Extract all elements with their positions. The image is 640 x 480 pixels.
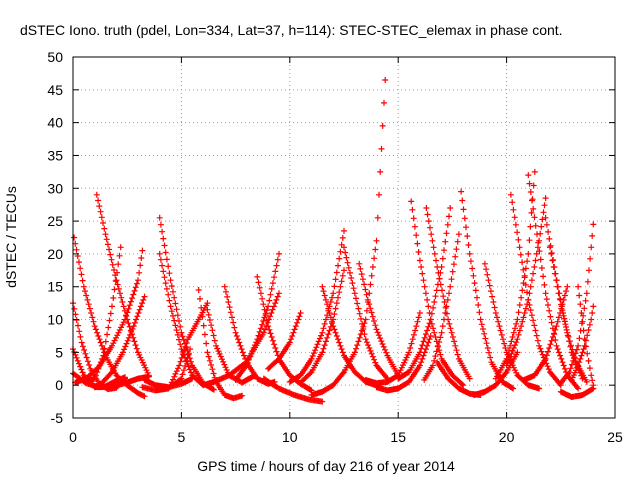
y-tick-label: 35: [47, 147, 63, 163]
series-6: [93, 191, 152, 379]
series-24: [297, 267, 347, 386]
series-32: [395, 205, 454, 382]
series-28: [362, 310, 423, 387]
y-tick-label: 10: [47, 312, 63, 328]
series-markers: [308, 77, 389, 398]
y-tick-label: 15: [47, 279, 63, 295]
series-markers: [265, 310, 304, 372]
axis-ticks: 0 5 10 15 20 25 -5 0 5 10 15 20 25 30 35 40 45 50: [47, 49, 623, 445]
series-markers: [421, 231, 462, 383]
x-tick-label: 15: [390, 429, 406, 445]
series-markers: [72, 247, 146, 386]
series-26: [341, 244, 391, 382]
series-markers: [362, 310, 423, 387]
series-markers: [395, 205, 454, 382]
series-markers: [260, 375, 326, 405]
y-tick-label: 30: [47, 180, 63, 196]
x-tick-label: 0: [69, 429, 77, 445]
series-33: [421, 231, 462, 383]
y-axis-label: dSTEC / TECUs: [3, 186, 19, 288]
series-14: [195, 287, 246, 402]
series-29: [373, 333, 434, 394]
series-markers: [286, 227, 347, 385]
series-markers: [93, 191, 152, 379]
series-21: [260, 375, 326, 405]
series-8: [98, 293, 148, 387]
series-markers: [458, 188, 517, 392]
y-tick-label: 45: [47, 82, 63, 98]
series-7: [83, 244, 124, 385]
series-markers: [492, 168, 538, 382]
series-markers: [408, 198, 467, 389]
y-tick-label: 20: [47, 246, 63, 262]
series-34: [458, 188, 517, 392]
series-23: [286, 227, 347, 385]
chart-title: dSTEC Iono. truth (pdel, Lon=334, Lat=37…: [20, 22, 563, 38]
series-20: [265, 310, 304, 372]
series-markers: [139, 346, 194, 394]
series-22: [308, 77, 389, 398]
y-tick-label: 0: [55, 377, 63, 393]
series-markers: [232, 250, 282, 383]
series-36: [471, 349, 521, 398]
series-46: [568, 303, 597, 383]
series-markers: [167, 300, 211, 389]
x-tick-label: 5: [178, 429, 186, 445]
series-markers: [503, 195, 549, 369]
y-tick-label: 5: [55, 344, 63, 360]
series-markers: [356, 260, 402, 379]
series-markers: [195, 287, 246, 402]
series-11: [156, 250, 217, 389]
series-47: [575, 283, 597, 389]
series-markers: [557, 221, 597, 387]
series-markers: [297, 267, 347, 386]
x-tick-label: 10: [282, 429, 298, 445]
x-tick-label: 20: [499, 429, 515, 445]
series-27: [356, 260, 402, 379]
x-axis-label: GPS time / hours of day 216 of year 2014: [197, 458, 455, 474]
series-12: [139, 346, 194, 394]
series-18: [232, 250, 282, 383]
series-markers: [156, 250, 217, 389]
series-30: [408, 198, 467, 389]
plot-frame: [72, 56, 616, 419]
series-39: [492, 168, 538, 382]
series-markers: [341, 244, 391, 382]
series-markers: [373, 333, 434, 394]
series-markers: [568, 303, 597, 383]
series-markers: [575, 283, 597, 389]
series-markers: [98, 293, 148, 387]
data-series: [70, 77, 597, 405]
y-tick-label: 40: [47, 115, 63, 131]
series-48: [557, 385, 597, 400]
series-5: [72, 247, 146, 386]
series-40: [503, 195, 549, 369]
series-45: [557, 221, 597, 387]
series-markers: [557, 385, 597, 400]
y-tick-label: -5: [51, 410, 64, 426]
y-tick-label: 25: [47, 213, 63, 229]
x-tick-label: 25: [607, 429, 623, 445]
series-markers: [83, 244, 124, 385]
series-13: [167, 300, 211, 389]
series-markers: [471, 349, 521, 398]
y-tick-label: 50: [47, 49, 63, 65]
